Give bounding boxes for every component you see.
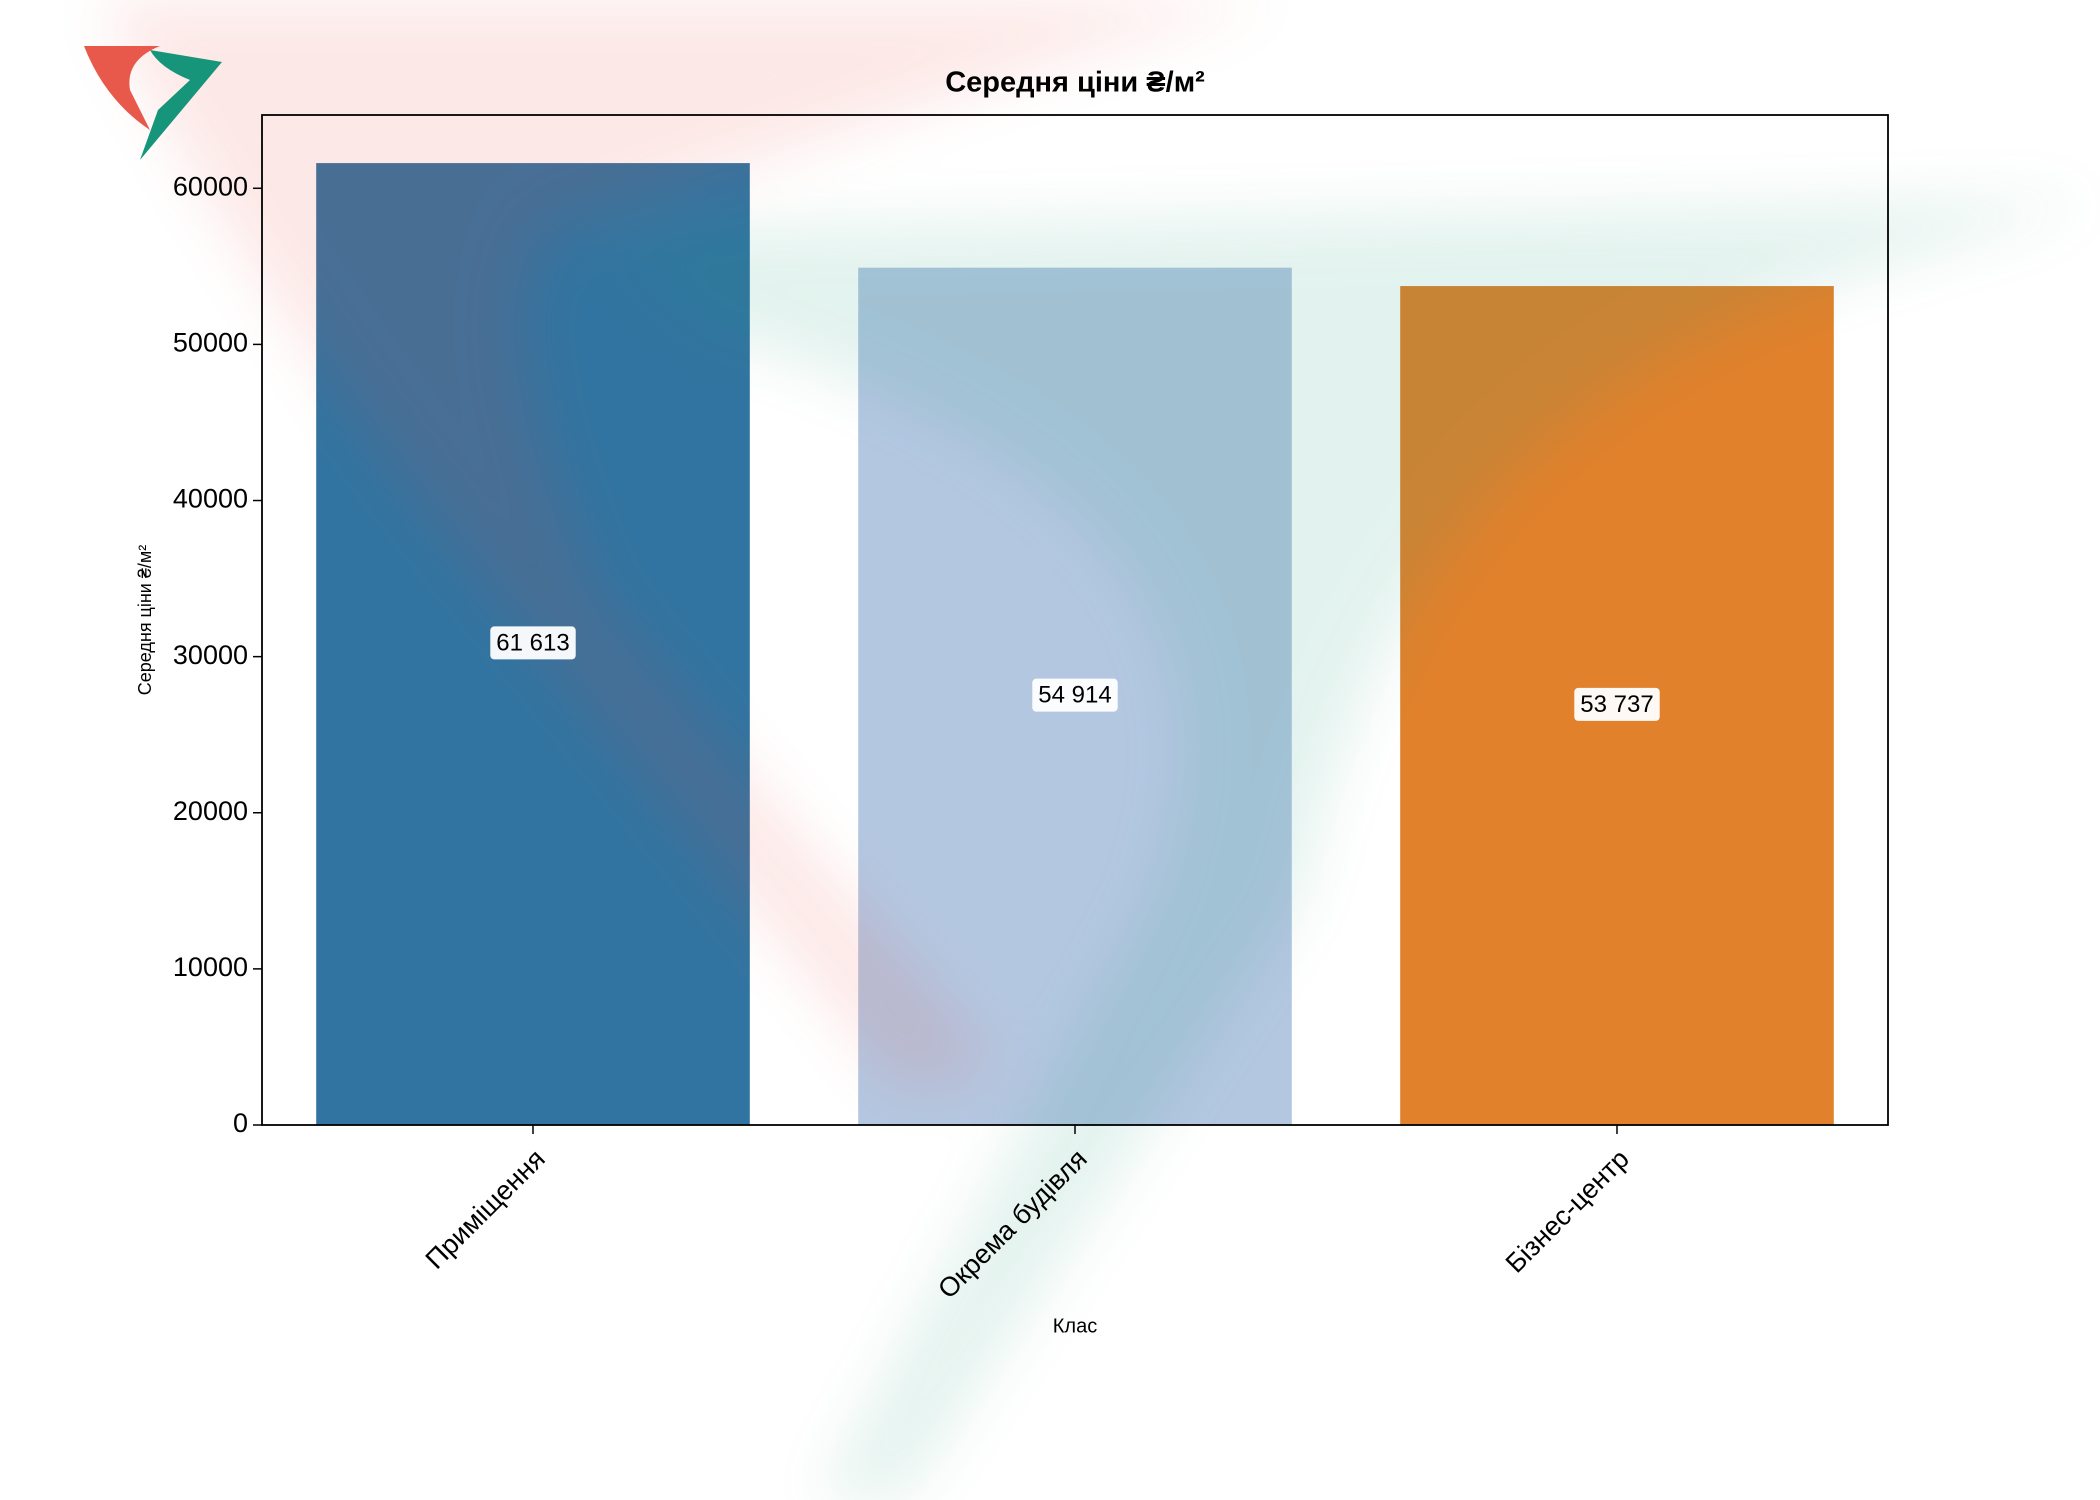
- y-axis-label: Середня ціни ₴/м²: [135, 545, 155, 696]
- y-tick-label: 60000: [173, 171, 248, 201]
- y-tick-label: 40000: [173, 484, 248, 514]
- value-label: 53 737: [1580, 691, 1653, 718]
- watermark: [100, 0, 2100, 1500]
- y-tick-label: 0: [233, 1108, 248, 1138]
- value-label: 54 914: [1038, 682, 1111, 709]
- value-label-box: [1574, 687, 1660, 721]
- y-tick-label: 30000: [173, 640, 248, 670]
- x-tick-label: Бізнес-центр: [1500, 1144, 1635, 1279]
- x-tick-label: Приміщення: [420, 1144, 551, 1275]
- value-label: 61 613: [496, 629, 569, 656]
- value-label-box: [490, 626, 576, 660]
- y-tick-label: 10000: [173, 952, 248, 982]
- chart-title: Середня ціни ₴/м²: [945, 67, 1205, 99]
- logo: [84, 46, 222, 160]
- y-tick-label: 50000: [173, 328, 248, 358]
- y-tick-label: 20000: [173, 796, 248, 826]
- value-label-box: [1032, 678, 1118, 712]
- x-axis-label: Клас: [1053, 1315, 1097, 1337]
